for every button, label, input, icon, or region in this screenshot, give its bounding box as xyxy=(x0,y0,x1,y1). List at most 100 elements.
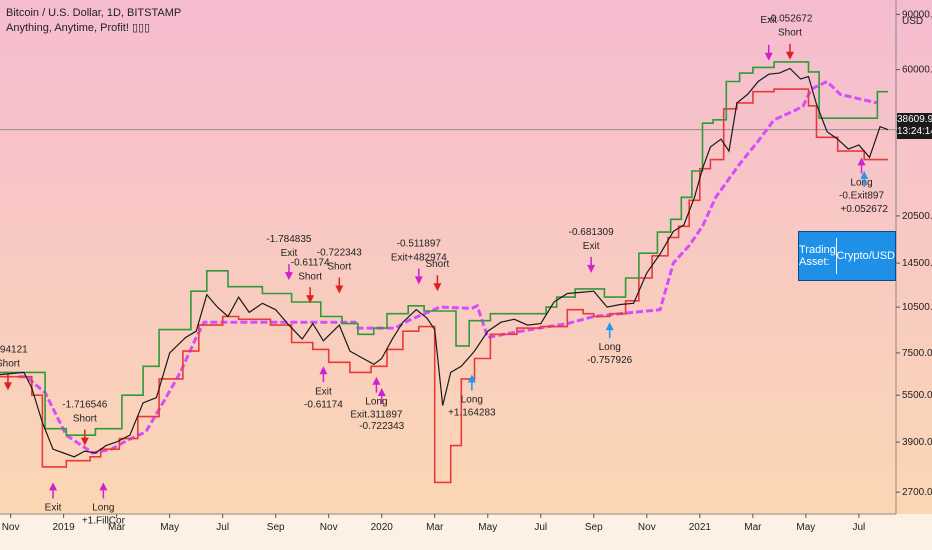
signal-short: -0.61174 Short xyxy=(291,257,330,304)
signal-arrow-head xyxy=(372,376,381,385)
x-tick-label: May xyxy=(160,522,179,533)
signal-arrow-head xyxy=(764,52,773,61)
x-tick-label: Nov xyxy=(2,522,20,533)
signal-label: Long xyxy=(92,502,114,513)
signal-arrow-head xyxy=(335,285,344,294)
last-price-tag: 38609.92 13:24:14 xyxy=(897,113,932,139)
signal-label: Exit xyxy=(315,386,332,397)
trading-asset-label: Trading Asset: xyxy=(799,244,836,268)
y-tick-label: 3900.00 xyxy=(902,437,932,448)
signal-exit: Long +1.FillCor xyxy=(82,482,126,526)
x-tick-label: Jul xyxy=(852,522,865,533)
x-tick-label: Nov xyxy=(638,522,656,533)
signal-arrow-head xyxy=(49,482,58,491)
lower-band-line xyxy=(0,88,888,484)
y-tick-label: 14500.00 xyxy=(902,258,932,269)
signal-exit: -0.681309 Exit xyxy=(569,227,614,273)
x-tick-label: Mar xyxy=(108,522,126,533)
x-tick-label: Jul xyxy=(216,522,229,533)
signal-label: -1.716546 xyxy=(62,400,107,411)
trading-asset-value: Crypto/USD xyxy=(836,250,895,262)
time-axis-strip xyxy=(0,514,932,550)
signal-arrow-head xyxy=(319,366,328,375)
signal-long: +0.052672 xyxy=(840,171,888,215)
x-tick-label: Sep xyxy=(585,522,603,533)
signal-short: -0.052672 Short xyxy=(767,14,813,60)
signal-label: Short xyxy=(73,414,97,425)
signal-exit: -0.511897 Exit+482974 xyxy=(391,238,447,285)
signal-label: Exit xyxy=(583,241,600,252)
x-tick-label: Sep xyxy=(267,522,285,533)
signal-exit: Exit -0.61174 xyxy=(304,366,343,410)
signal-label: +1.FillCor xyxy=(82,515,126,526)
signal-arrow-head xyxy=(306,295,315,304)
x-tick-label: 2020 xyxy=(371,522,394,533)
signal-label: Exit xyxy=(45,502,62,513)
series-layer xyxy=(0,61,889,484)
signal-label: Short xyxy=(0,358,20,369)
signal-label: -0.722343 xyxy=(359,421,404,432)
signal-arrow-head xyxy=(99,482,108,491)
y-tick-label: 5500.00 xyxy=(902,390,932,401)
signal-label: Long xyxy=(365,397,387,408)
y-tick-label: 60000.00 xyxy=(902,65,932,76)
signal-arrow-head xyxy=(860,171,869,180)
axis-unit-label: USD xyxy=(902,16,923,27)
x-tick-label: Mar xyxy=(426,522,444,533)
signal-arrow-head xyxy=(414,276,423,285)
y-tick-label: 90000.00 xyxy=(902,9,932,20)
x-tick-label: Nov xyxy=(320,522,338,533)
signal-label: -0.722343 xyxy=(317,248,362,259)
signal-arrow-head xyxy=(587,264,596,273)
signal-label: Exit xyxy=(281,248,298,259)
time-axis[interactable]: Nov 2019 Mar May Jul Sep Nov 2020 Mar May Jul Sep No… xyxy=(2,514,866,533)
x-tick-label: May xyxy=(478,522,497,533)
signal-arrow-head xyxy=(80,437,89,446)
signal-label: Short xyxy=(298,271,322,282)
signal-long: Long +1.164283 xyxy=(448,374,496,419)
signal-short: Short xyxy=(425,259,450,292)
signal-label: -0.757926 xyxy=(587,355,632,366)
signal-label: -0.511897 xyxy=(397,238,442,249)
bar-countdown: 13:24:14 xyxy=(897,126,932,137)
signal-label: -0.61174 xyxy=(304,399,343,410)
indicator-title[interactable]: Anything, Anytime, Profit! ▯▯▯ xyxy=(6,22,151,34)
signal-label: -0.681309 xyxy=(569,227,614,238)
signal-arrow-head xyxy=(284,272,293,281)
signal-arrow-head xyxy=(467,374,476,383)
y-tick-label: 10500.00 xyxy=(902,302,932,313)
signal-label: +0.052672 xyxy=(840,204,888,215)
x-tick-label: 2019 xyxy=(52,522,75,533)
signal-label: Short xyxy=(327,262,351,273)
symbol-title[interactable]: Bitcoin / U.S. Dollar, 1D, BITSTAMP xyxy=(6,7,182,19)
signal-arrow-head xyxy=(785,51,794,60)
signal-exit: Long -0.Exit897 xyxy=(839,157,884,201)
signal-arrow-head xyxy=(3,382,12,391)
last-price-value: 38609.92 xyxy=(897,114,932,125)
signal-label: Exit+482974 xyxy=(391,252,447,263)
signal-label: Short xyxy=(425,259,449,270)
signal-long: Long -0.757926 xyxy=(587,322,633,366)
trailing-stop-line xyxy=(18,79,878,455)
signal-label: Long xyxy=(850,177,872,188)
signal-exit: -0.722343 xyxy=(359,387,405,432)
signal-label: +1.164283 xyxy=(448,408,496,419)
y-tick-label: 2700.00 xyxy=(902,487,932,498)
x-tick-label: Mar xyxy=(744,522,762,533)
signal-short: -0.94121 Short xyxy=(0,344,28,391)
signal-label: -0.94121 xyxy=(0,344,28,355)
signal-layer: -0.94121 Short Exit -1.716546 Short Long +1.Fi… xyxy=(0,14,888,527)
signal-short: -0.722343 Short xyxy=(317,248,362,294)
signal-exit: Long Exit.311897 xyxy=(350,376,403,421)
signal-short: -1.716546 Short xyxy=(62,400,108,446)
signal-arrow-head xyxy=(377,387,386,396)
signal-label: -1.784835 xyxy=(266,234,311,245)
signal-exit: Exit xyxy=(760,15,777,61)
upper-band-line xyxy=(0,61,888,437)
signal-label: Exit.311897 xyxy=(350,410,403,421)
signal-exit: -1.784835 Exit xyxy=(266,234,312,281)
x-tick-label: 2021 xyxy=(689,522,712,533)
